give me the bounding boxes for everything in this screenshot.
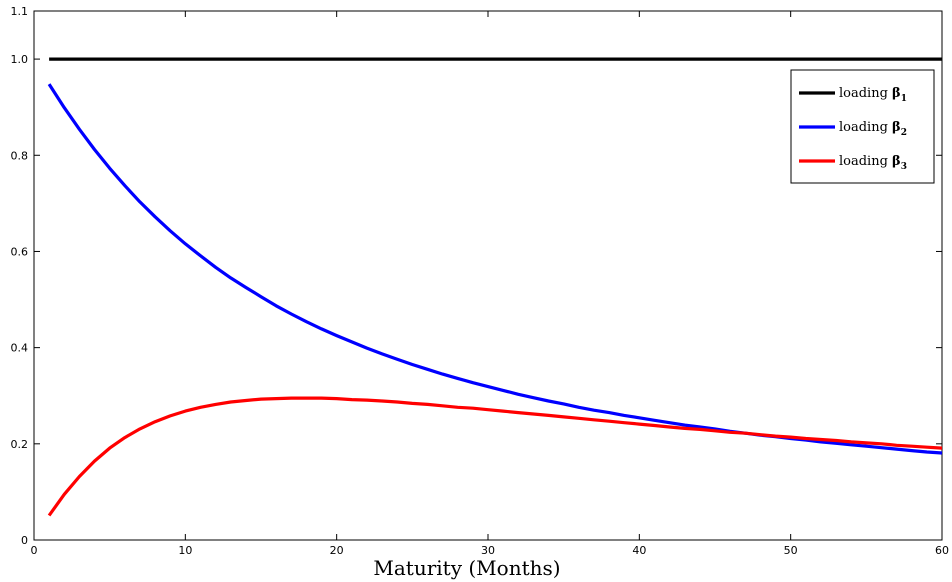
x-tick-label: 60 [935,544,949,557]
x-tick-label: 0 [31,544,38,557]
x-tick-label: 20 [330,544,344,557]
y-tick-label: 0.4 [11,342,29,355]
x-tick-label: 30 [481,544,495,557]
axis-ticks: 0 10 20 30 40 50 60 0 0.2 0.4 0.6 0.8 1.0 1.1 [11,5,950,557]
legend-label-beta2: loading β2 [839,120,907,138]
legend-label-beta3: loading β3 [839,154,907,172]
x-tick-label: 10 [178,544,192,557]
y-tick-label: 0 [21,534,28,547]
y-tick-label: 0.2 [11,438,29,451]
y-tick-label: 0.6 [11,245,29,258]
y-tick-label: 1.0 [11,53,29,66]
legend: loading β1 loading β2 loading β3 [790,69,935,184]
series-lines [47,57,943,517]
x-axis-label: Maturity (Months) [373,556,560,580]
legend-label-beta1: loading β1 [839,86,907,104]
y-tick-label: 0.8 [11,149,29,162]
y-tick-label: 1.1 [11,5,29,18]
x-tick-label: 50 [784,544,798,557]
series-line-beta3 [47,396,943,517]
x-tick-label: 40 [632,544,646,557]
